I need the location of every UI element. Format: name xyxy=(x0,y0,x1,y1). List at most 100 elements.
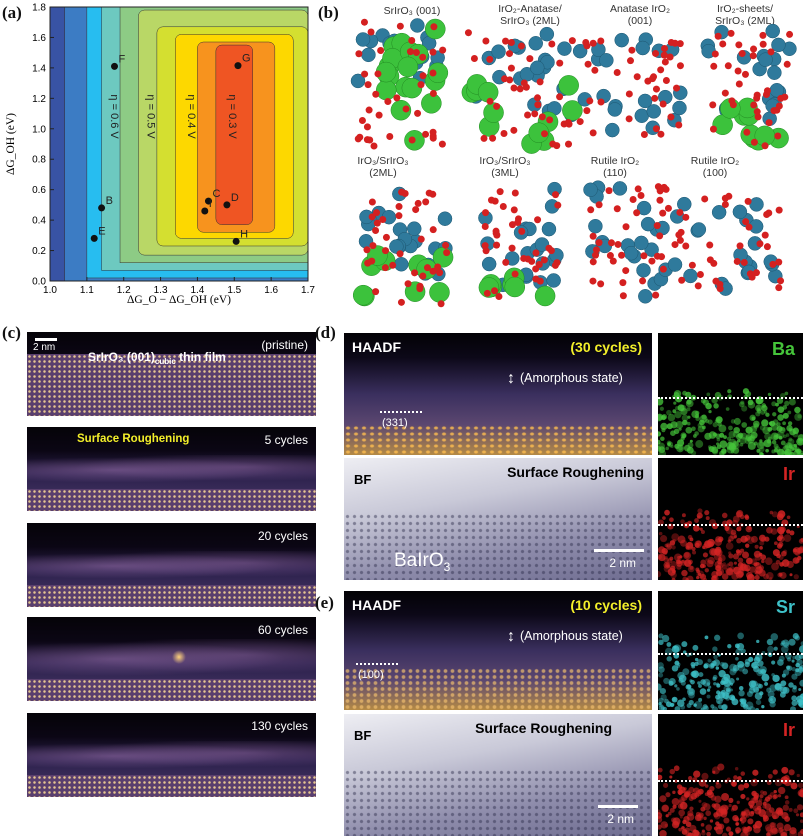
o-atom xyxy=(786,30,794,38)
eds-dot xyxy=(791,659,795,663)
eds-dot xyxy=(769,577,773,580)
eds-dot xyxy=(790,782,798,790)
eds-dot xyxy=(796,437,803,446)
eds-dot xyxy=(733,535,737,539)
eds-dot xyxy=(677,535,686,544)
eds-dot xyxy=(782,804,789,811)
o-atom xyxy=(774,132,782,140)
eds-dot xyxy=(725,407,730,411)
eds-dot xyxy=(799,819,803,823)
o-atom xyxy=(434,263,442,271)
o-atom xyxy=(667,38,675,46)
o-atom xyxy=(360,18,368,26)
structure-label-line: IrO₂-sheets/ xyxy=(716,3,773,15)
eds-dot xyxy=(753,825,761,834)
eds-dot xyxy=(783,534,792,542)
eds-dot xyxy=(776,397,784,404)
eds-dot xyxy=(685,542,694,550)
o-atom xyxy=(576,118,584,126)
eds-dot xyxy=(726,568,734,576)
eds-dot xyxy=(761,419,769,427)
o-atom xyxy=(502,37,510,45)
eds-dot xyxy=(800,453,803,455)
o-atom xyxy=(541,130,549,138)
o-atom xyxy=(676,62,684,70)
plane-marker xyxy=(380,411,422,413)
o-atom xyxy=(706,256,714,264)
eds-dot xyxy=(700,679,706,685)
eds-dot xyxy=(766,572,774,580)
eds-dot xyxy=(747,526,752,531)
eds-dot xyxy=(687,415,691,419)
eds-dot xyxy=(746,797,750,801)
o-atom xyxy=(397,298,405,306)
structure-label-line: (3ML) xyxy=(491,167,519,179)
o-atom xyxy=(619,279,627,287)
eds-dot xyxy=(765,809,774,817)
o-atom xyxy=(639,277,647,285)
x-tick-label: 1.3 xyxy=(154,285,168,296)
eds-dot xyxy=(694,661,699,667)
o-atom xyxy=(505,50,513,58)
ir-atom xyxy=(389,239,404,254)
eds-dot xyxy=(767,645,774,653)
eds-dot xyxy=(658,414,663,422)
eds-dot xyxy=(668,680,674,686)
eds-dot xyxy=(771,827,779,835)
eds-dot xyxy=(725,567,734,575)
eds-dot xyxy=(678,674,687,683)
o-atom xyxy=(382,247,390,255)
o-atom xyxy=(398,188,406,196)
ir-atom xyxy=(410,18,425,33)
ir-atom xyxy=(636,263,651,278)
eds-dot xyxy=(674,411,682,419)
ir-atom xyxy=(765,23,780,39)
eds-dot xyxy=(755,687,759,691)
o-atom xyxy=(749,52,757,60)
eds-dot xyxy=(688,691,695,699)
o-atom xyxy=(396,22,404,30)
o-atom xyxy=(422,198,430,206)
eds-dot xyxy=(762,790,768,796)
eds-dot xyxy=(740,562,747,569)
structure-label-line: Anatase IrO₂ xyxy=(609,3,671,15)
o-atom xyxy=(701,195,709,203)
eds-dot xyxy=(703,803,711,811)
eds-dot xyxy=(797,789,803,797)
o-atom xyxy=(682,213,690,221)
eds-dot xyxy=(669,517,674,523)
eds-dot xyxy=(781,645,789,654)
eds-dot xyxy=(716,437,721,442)
roughening-label: Surface Roughening xyxy=(507,464,644,480)
eds-dot xyxy=(748,687,756,694)
ir-atom xyxy=(361,47,376,63)
o-atom xyxy=(597,98,605,106)
o-atom xyxy=(565,140,573,148)
o-atom xyxy=(358,116,366,124)
sr-atom xyxy=(397,56,419,78)
eds-signal xyxy=(658,632,803,710)
o-atom xyxy=(589,277,597,285)
o-atom xyxy=(500,130,508,138)
eds-dot xyxy=(699,688,707,695)
structure-label: Anatase IrO₂ (001) xyxy=(600,3,680,27)
o-atom xyxy=(501,75,509,83)
eds-dot xyxy=(667,413,676,422)
o-atom xyxy=(775,206,783,214)
o-atom xyxy=(429,226,437,234)
eds-dot xyxy=(738,690,745,697)
eds-dot xyxy=(772,412,777,417)
eds-dot xyxy=(682,390,688,396)
sr-atom xyxy=(558,75,579,96)
eds-dot xyxy=(729,668,737,676)
eds-dot xyxy=(767,690,775,698)
eds-dot xyxy=(749,425,758,433)
eds-dot xyxy=(678,827,683,832)
o-atom xyxy=(507,64,515,72)
ir-atom xyxy=(607,102,623,117)
y-tick-label: 1.8 xyxy=(32,3,46,14)
eds-dot xyxy=(685,426,693,434)
eds-dot xyxy=(706,831,711,836)
eds-dot xyxy=(770,633,779,641)
eds-dot xyxy=(764,557,773,566)
